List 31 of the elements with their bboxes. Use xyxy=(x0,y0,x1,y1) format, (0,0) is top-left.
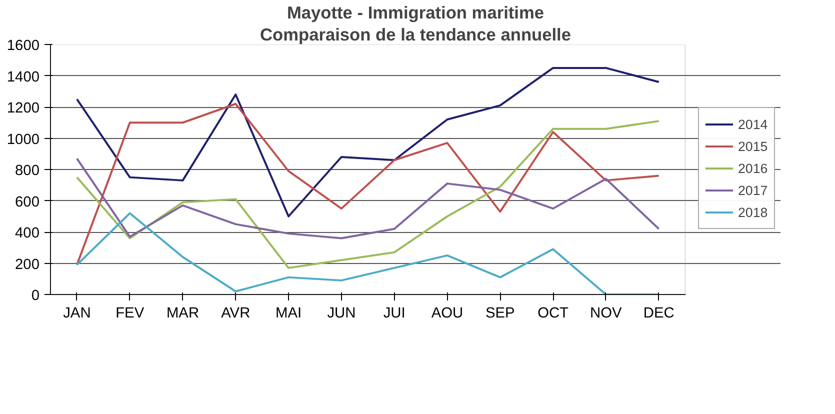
x-tick-label: JAN xyxy=(63,306,91,322)
y-tick-label: 1000 xyxy=(6,132,40,148)
y-tick-label: 1400 xyxy=(6,69,40,86)
x-tick-label: MAR xyxy=(166,306,200,322)
x-tick-label: OCT xyxy=(538,306,569,322)
y-tick-label: 800 xyxy=(15,163,40,179)
x-tick-label: DEC xyxy=(643,306,675,322)
line-series xyxy=(76,66,660,218)
legend-label: 2018 xyxy=(738,204,768,220)
x-tick-label: SEP xyxy=(485,306,515,322)
y-tick-label: 0 xyxy=(31,288,40,304)
x-tick-label: AOU xyxy=(431,306,464,322)
x-tick-label: JUN xyxy=(327,306,356,322)
y-tick-label: 200 xyxy=(15,256,40,273)
legend-label: 2015 xyxy=(738,138,768,154)
chart-subtitle: Comparaison de la tendance annuelle xyxy=(260,24,572,44)
x-tick-label: JUI xyxy=(383,306,406,322)
line-series xyxy=(76,158,660,240)
chart-title: Mayotte - Immigration maritime xyxy=(286,2,544,22)
x-tick-label: FEV xyxy=(116,306,144,322)
x-tick-label: NOV xyxy=(590,306,622,322)
legend-label: 2014 xyxy=(738,116,768,132)
y-tick-label: 600 xyxy=(15,194,40,210)
x-tick-label: AVR xyxy=(221,306,250,322)
x-tick-label: MAI xyxy=(276,306,302,322)
legend-label: 2016 xyxy=(738,160,768,176)
legend-label: 2017 xyxy=(738,182,768,198)
y-tick-label: 1600 xyxy=(6,38,40,54)
y-tick-label: 400 xyxy=(15,226,40,242)
line-series xyxy=(76,212,660,294)
y-tick-label: 1200 xyxy=(6,100,40,116)
